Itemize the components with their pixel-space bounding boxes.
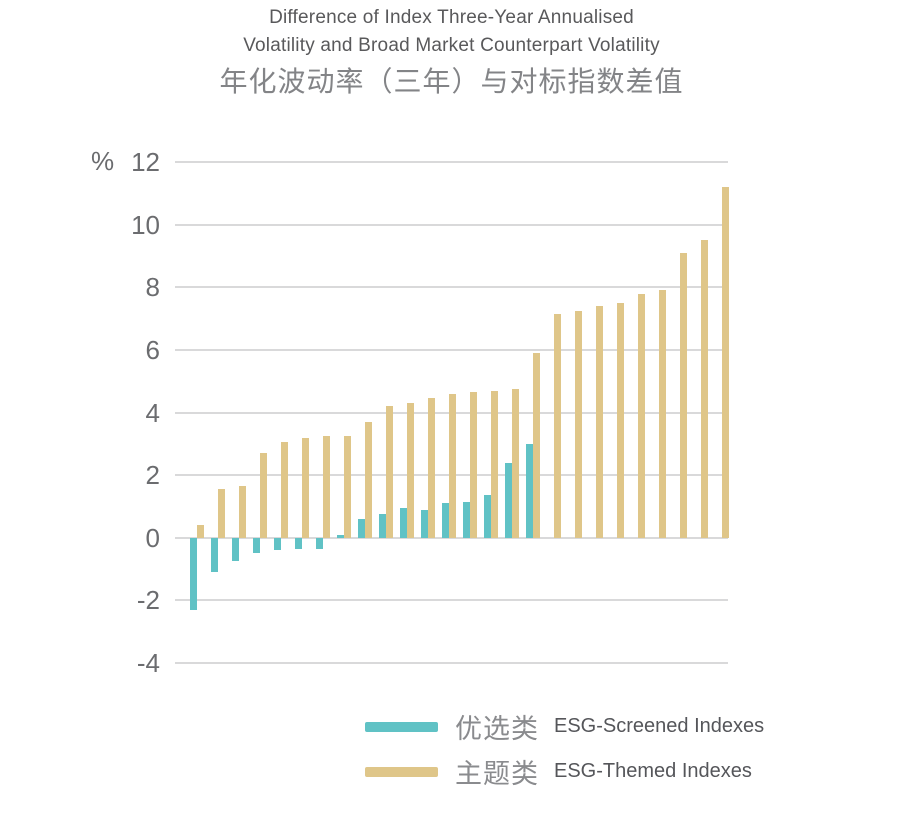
- gridline-y--4: [175, 662, 728, 664]
- bar-esg-themed-23: [659, 290, 666, 538]
- gridline-y-6: [175, 348, 728, 351]
- y-tick-label-6: 6: [145, 334, 160, 365]
- chart-header: Difference of Index Three-Year Annualise…: [0, 4, 903, 102]
- chart-title-line-2: Volatility and Broad Market Counterpart …: [243, 35, 660, 56]
- bar-esg-themed-3: [239, 486, 246, 538]
- legend: 优选类 ESG-Screened Indexes 主题类 ESG-Themed Ind…: [365, 704, 764, 794]
- bar-esg-themed-9: [365, 421, 372, 538]
- bar-esg-themed-12: [428, 398, 435, 538]
- plot-area: % 12 10 8 6 4 2 0 -2 -4: [91, 146, 729, 678]
- bar-esg-themed-25: [701, 240, 708, 538]
- bar-esg-screened-12: [421, 509, 428, 538]
- bar-esg-screened-14: [463, 501, 470, 538]
- bar-esg-themed-13: [449, 393, 456, 538]
- bar-esg-themed-18: [554, 313, 561, 538]
- bar-esg-themed-1: [197, 525, 204, 538]
- y-tick-label-8: 8: [145, 272, 160, 303]
- gridline-y-8: [175, 286, 728, 289]
- y-tick-label-2: 2: [145, 460, 160, 491]
- bar-esg-themed-11: [407, 403, 414, 538]
- bar-esg-screened-13: [442, 503, 449, 538]
- bar-esg-themed-22: [638, 293, 645, 538]
- bar-esg-screened-16: [505, 462, 512, 538]
- bar-esg-screened-3: [232, 537, 239, 562]
- bar-esg-screened-7: [316, 537, 323, 549]
- legend-row-esg-screened: 优选类 ESG-Screened Indexes: [365, 704, 764, 749]
- bar-esg-screened-9: [358, 518, 365, 538]
- bar-esg-themed-14: [470, 392, 477, 538]
- gridline-y--2: [175, 599, 728, 602]
- bar-esg-themed-20: [596, 306, 603, 538]
- bar-esg-screened-2: [211, 537, 218, 573]
- bar-esg-themed-5: [281, 442, 288, 538]
- bar-esg-screened-15: [484, 495, 491, 538]
- bar-esg-screened-8: [337, 534, 344, 538]
- chart-title-line-1: Difference of Index Three-Year Annualise…: [269, 7, 634, 28]
- y-tick-label--4: -4: [136, 648, 160, 678]
- bar-esg-screened-5: [274, 537, 281, 551]
- bar-esg-themed-17: [533, 353, 540, 538]
- legend-label-zh: 优选类: [455, 714, 539, 744]
- bar-esg-themed-7: [323, 435, 330, 538]
- bar-esg-themed-24: [680, 252, 687, 538]
- bar-esg-themed-19: [575, 310, 582, 538]
- bar-esg-themed-21: [617, 302, 624, 538]
- gridline-y-12: [175, 161, 728, 163]
- legend-swatch-icon: [365, 721, 438, 732]
- y-tick-label--2: -2: [136, 585, 160, 616]
- bar-esg-themed-10: [386, 406, 393, 538]
- bar-esg-themed-4: [260, 453, 267, 538]
- bar-esg-themed-6: [302, 437, 309, 538]
- legend-label-en: ESG-Themed Indexes: [554, 760, 752, 782]
- y-tick-label-12: 12: [131, 147, 160, 177]
- bar-esg-screened-10: [379, 514, 386, 538]
- gridline-y-0: [175, 536, 728, 539]
- bar-esg-themed-2: [218, 489, 225, 538]
- legend-row-esg-themed: 主题类 ESG-Themed Indexes: [365, 749, 764, 794]
- bar-esg-screened-11: [400, 508, 407, 538]
- gridline-y-10: [175, 223, 728, 226]
- bar-esg-themed-26: [722, 187, 729, 538]
- bar-esg-themed-16: [512, 389, 519, 538]
- bar-esg-screened-4: [253, 537, 260, 554]
- bar-esg-screened-17: [526, 443, 533, 538]
- legend-swatch-icon: [365, 766, 438, 777]
- y-tick-label-0: 0: [145, 522, 160, 553]
- y-tick-label-10: 10: [131, 209, 160, 240]
- bar-esg-screened-6: [295, 537, 302, 549]
- legend-label-zh: 主题类: [455, 759, 539, 789]
- bar-esg-screened-1: [190, 537, 197, 610]
- y-axis-unit-label: %: [91, 146, 115, 176]
- y-tick-label-4: 4: [145, 397, 160, 428]
- chart-title-chinese: 年化波动率（三年）与对标指数差值: [219, 66, 684, 97]
- legend-label-en: ESG-Screened Indexes: [554, 715, 765, 737]
- bar-esg-themed-15: [491, 390, 498, 538]
- bar-esg-themed-8: [344, 435, 351, 538]
